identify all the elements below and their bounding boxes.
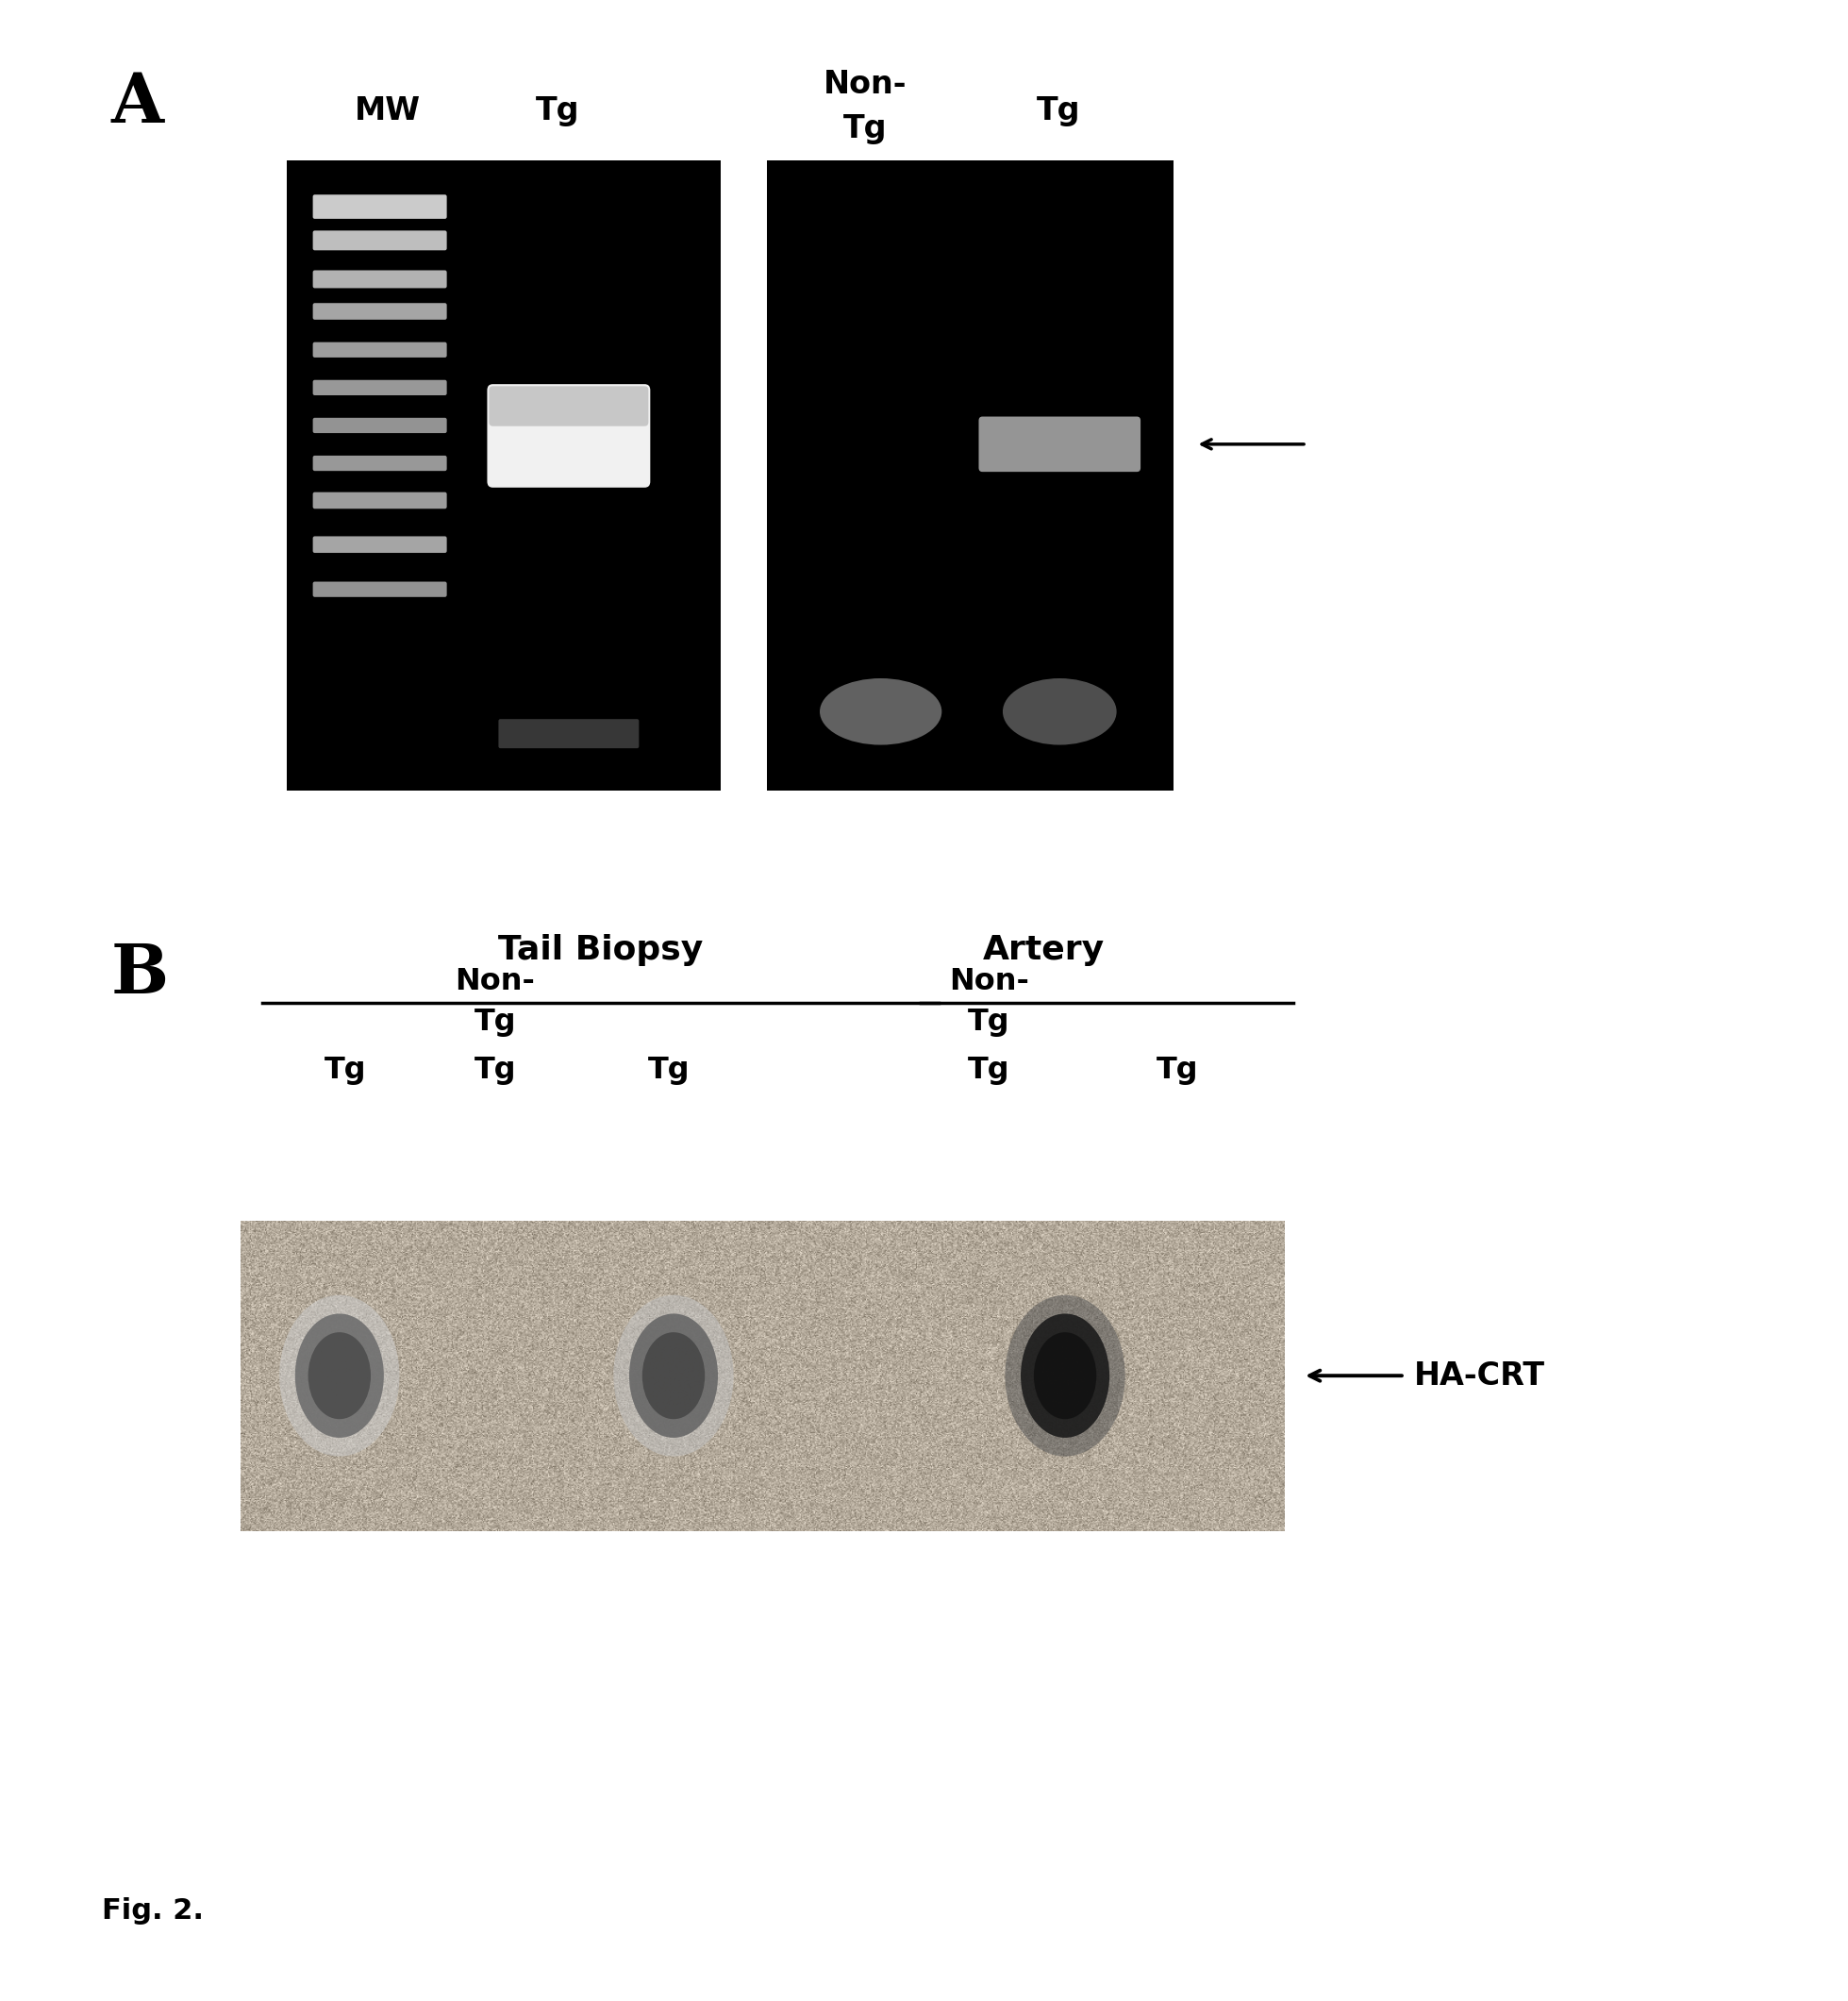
Text: Tg: Tg (475, 1007, 516, 1037)
Ellipse shape (1003, 678, 1116, 744)
FancyBboxPatch shape (312, 342, 447, 358)
Text: Non-: Non- (822, 68, 907, 100)
Text: Tg: Tg (475, 1055, 516, 1085)
FancyBboxPatch shape (312, 582, 447, 596)
Ellipse shape (296, 1315, 384, 1437)
Text: MW: MW (355, 94, 421, 126)
Text: Tg: Tg (325, 1055, 366, 1085)
Ellipse shape (1005, 1295, 1125, 1457)
Text: Tg: Tg (536, 94, 580, 126)
Text: HA-CRT: HA-CRT (1414, 1361, 1545, 1391)
Text: Tg: Tg (843, 112, 887, 144)
Text: Fig. 2.: Fig. 2. (102, 1897, 203, 1925)
Bar (767, 160, 1173, 790)
Ellipse shape (1033, 1333, 1096, 1419)
Text: Tg: Tg (968, 1055, 1009, 1085)
FancyBboxPatch shape (312, 230, 447, 250)
Text: Artery: Artery (983, 934, 1105, 966)
Text: Non-: Non- (455, 966, 536, 996)
Ellipse shape (614, 1295, 734, 1457)
Text: A: A (111, 70, 164, 136)
FancyBboxPatch shape (312, 380, 447, 396)
FancyBboxPatch shape (312, 456, 447, 470)
FancyBboxPatch shape (490, 386, 649, 426)
Ellipse shape (821, 678, 942, 744)
FancyBboxPatch shape (312, 270, 447, 288)
FancyBboxPatch shape (312, 536, 447, 552)
FancyBboxPatch shape (488, 384, 650, 488)
FancyBboxPatch shape (499, 718, 639, 748)
Text: Tg: Tg (1037, 94, 1081, 126)
FancyBboxPatch shape (979, 416, 1140, 472)
Ellipse shape (1020, 1315, 1109, 1437)
Text: Non-: Non- (948, 966, 1029, 996)
Text: Tg: Tg (968, 1007, 1009, 1037)
Text: Tg: Tg (1157, 1055, 1198, 1085)
Ellipse shape (279, 1295, 399, 1457)
FancyBboxPatch shape (312, 492, 447, 508)
Text: Tail Biopsy: Tail Biopsy (499, 934, 702, 966)
Text: B: B (111, 940, 168, 1007)
Bar (286, 160, 721, 790)
Ellipse shape (309, 1333, 371, 1419)
Ellipse shape (628, 1315, 717, 1437)
FancyBboxPatch shape (312, 194, 447, 218)
Ellipse shape (643, 1333, 704, 1419)
FancyBboxPatch shape (312, 302, 447, 320)
Text: Tg: Tg (649, 1055, 689, 1085)
FancyBboxPatch shape (312, 418, 447, 432)
